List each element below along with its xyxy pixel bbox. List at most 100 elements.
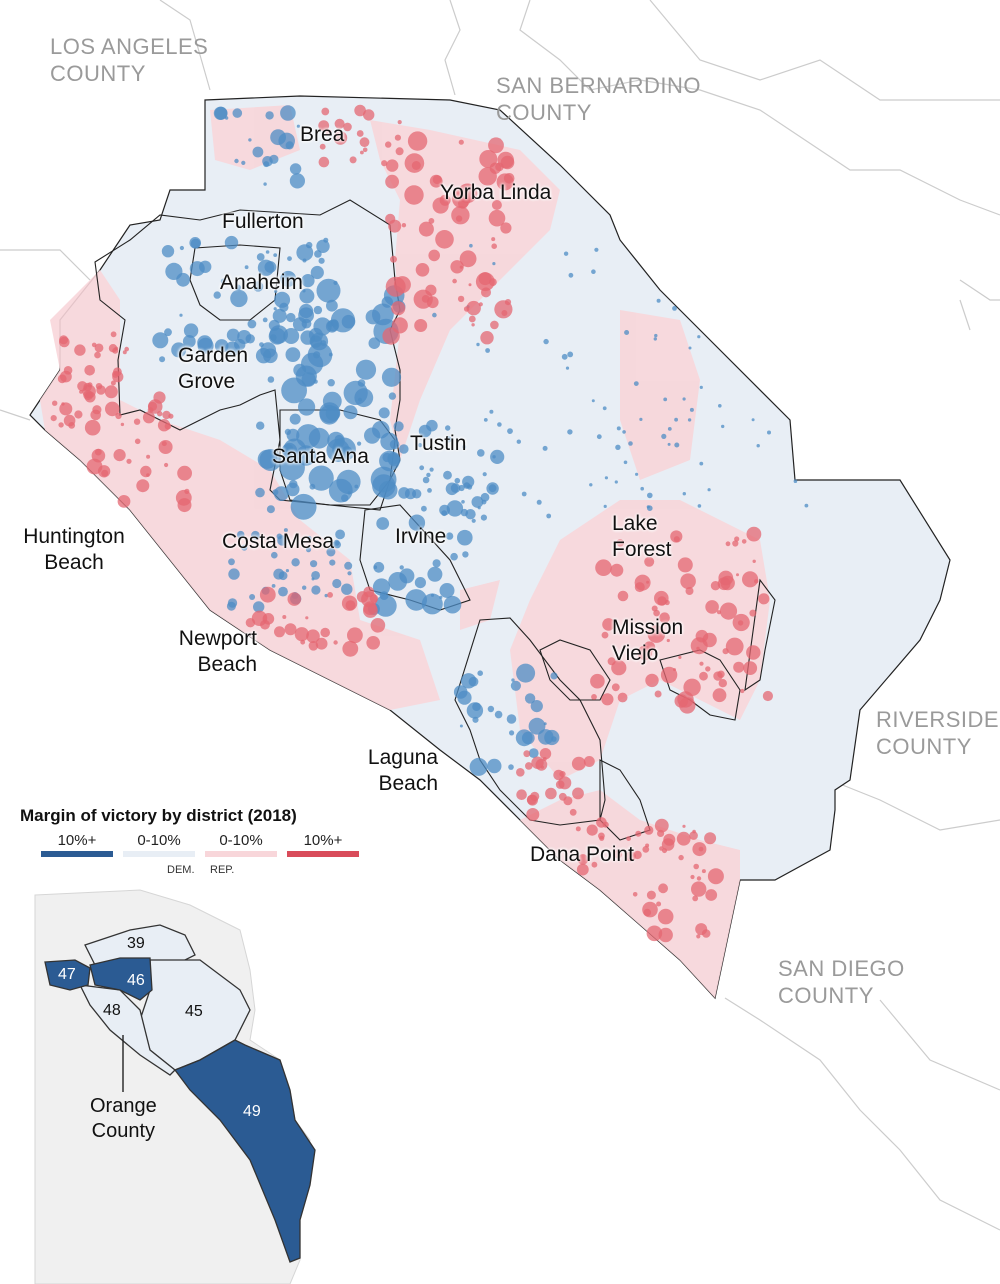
dem-precinct-dot <box>486 482 499 495</box>
dem-precinct-dot <box>707 488 711 492</box>
dem-precinct-dot <box>521 491 527 497</box>
dem-precinct-dot <box>235 284 242 291</box>
rep-precinct-dot <box>110 380 116 386</box>
rep-precinct-dot <box>704 832 717 845</box>
dem-precinct-dot <box>542 445 548 451</box>
dem-precinct-dot <box>492 262 496 266</box>
dem-precinct-dot <box>508 764 514 770</box>
dem-precinct-dot <box>283 528 288 533</box>
dem-precinct-dot <box>623 460 628 465</box>
dem-precinct-dot <box>672 306 677 311</box>
dem-precinct-dot <box>331 319 339 327</box>
rep-precinct-dot <box>692 842 707 857</box>
dem-precinct-dot <box>343 405 358 420</box>
rep-precinct-dot <box>654 690 662 698</box>
dem-precinct-dot <box>296 244 314 261</box>
dem-precinct-dot <box>439 583 455 598</box>
rep-precinct-dot <box>333 640 338 645</box>
rep-precinct-dot <box>491 200 502 210</box>
rep-precinct-dot <box>692 895 699 902</box>
dem-precinct-dot <box>616 426 621 431</box>
rep-precinct-dot <box>633 850 642 860</box>
rep-precinct-dot <box>287 592 302 606</box>
city-label-line: Laguna <box>367 746 438 769</box>
rep-precinct-dot <box>525 762 533 770</box>
rep-precinct-dot <box>360 150 364 155</box>
dem-precinct-dot <box>689 407 694 412</box>
rep-precinct-dot <box>701 869 706 874</box>
dem-precinct-dot <box>699 461 704 466</box>
rep-precinct-dot <box>719 602 738 620</box>
dem-precinct-dot <box>320 340 327 346</box>
dem-precinct-dot <box>718 404 722 408</box>
dem-precinct-dot <box>311 577 315 581</box>
rep-precinct-dot <box>490 320 499 330</box>
county-label-line: COUNTY <box>876 734 972 759</box>
dem-precinct-dot <box>426 419 438 432</box>
dem-precinct-dot <box>313 305 323 315</box>
rep-precinct-dot <box>637 645 653 661</box>
rep-precinct-dot <box>308 641 319 651</box>
rep-precinct-dot <box>702 632 717 648</box>
rep-precinct-dot <box>134 438 141 445</box>
dem-precinct-dot <box>663 397 668 402</box>
rep-precinct-dot <box>395 147 404 156</box>
dem-precinct-dot <box>241 544 248 551</box>
rep-precinct-dot <box>602 618 615 631</box>
dem-precinct-dot <box>326 547 336 557</box>
inset-district-47 <box>44 959 91 991</box>
dem-precinct-dot <box>289 163 302 175</box>
county-borders <box>0 0 1000 1231</box>
dem-precinct-dot <box>271 584 276 588</box>
rep-precinct-dot <box>394 134 401 141</box>
city-label-fullerton: Fullerton <box>222 210 304 233</box>
rep-precinct-dot <box>84 365 95 376</box>
rep-precinct-dot <box>740 688 745 694</box>
dem-precinct-dot <box>487 705 495 713</box>
dem-precinct-dot <box>374 594 397 617</box>
rep-precinct-dot <box>480 331 494 345</box>
dem-precinct-dot <box>274 291 291 308</box>
county-label-line: COUNTY <box>778 983 874 1008</box>
rep-precinct-dot <box>84 391 96 403</box>
dem-precinct-dot <box>399 565 404 570</box>
dem-precinct-dot <box>171 342 187 358</box>
rep-precinct-dot <box>259 586 276 603</box>
dem-precinct-dot <box>465 509 476 520</box>
city-label-line: Forest <box>612 538 672 561</box>
dem-precinct-dot <box>357 379 366 387</box>
inset-label-46: 46 <box>127 972 145 989</box>
rep-precinct-dot <box>136 479 150 493</box>
rep-precinct-dot <box>658 927 673 943</box>
rep-precinct-dot <box>370 618 386 633</box>
rep-precinct-dot <box>673 536 680 543</box>
dem-precinct-dot <box>372 578 391 596</box>
dem-precinct-dot <box>543 338 549 345</box>
dem-precinct-dot <box>285 569 289 573</box>
dem-precinct-dot <box>316 239 330 253</box>
legend-rep-label: REP. <box>210 864 235 876</box>
dem-precinct-dot <box>537 729 554 745</box>
dem-precinct-dot <box>278 586 288 597</box>
dem-precinct-dot <box>603 504 607 508</box>
rep-precinct-dot <box>117 495 131 508</box>
rep-precinct-dot <box>168 413 174 419</box>
dem-precinct-dot <box>332 437 356 462</box>
dem-precinct-dot <box>439 595 443 600</box>
rep-precinct-dot <box>142 411 155 424</box>
dem-precinct-dot <box>289 479 298 489</box>
rep-precinct-dot <box>356 130 364 137</box>
dem-precinct-dot <box>300 330 315 345</box>
dem-precinct-dot <box>305 547 312 553</box>
dem-precinct-dot <box>667 442 671 446</box>
dem-precinct-dot <box>482 472 487 477</box>
dem-precinct-dot <box>467 484 473 490</box>
rep-precinct-dot <box>710 581 721 591</box>
dem-precinct-dot <box>268 319 280 331</box>
rep-precinct-dot <box>347 627 363 644</box>
dem-precinct-dot <box>306 241 313 249</box>
dem-precinct-dot <box>767 430 771 435</box>
dem-precinct-dot <box>389 439 400 450</box>
rep-precinct-dot <box>284 623 297 636</box>
rep-precinct-dot <box>646 890 656 900</box>
